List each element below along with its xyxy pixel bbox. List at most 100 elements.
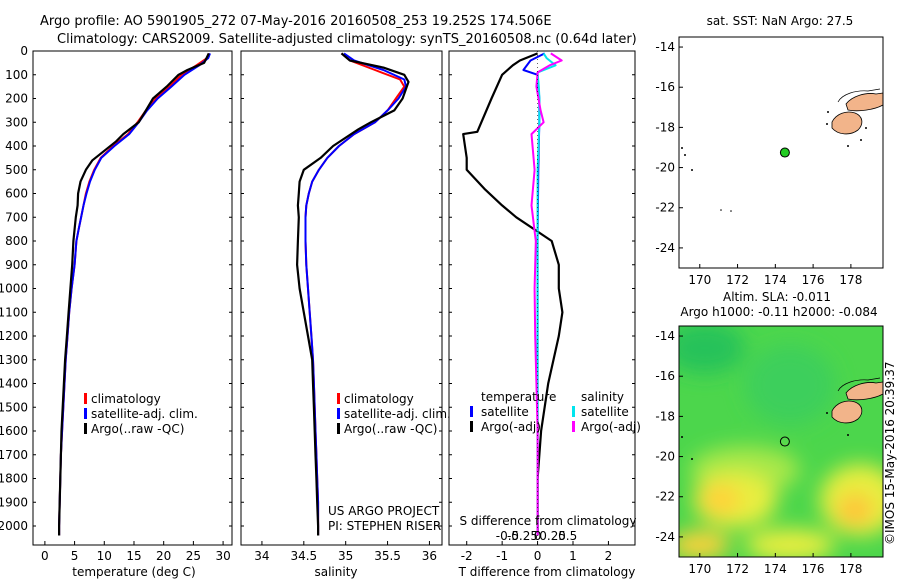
sla-blob [745,529,835,557]
x-tick-label: 35.5 [374,549,401,563]
map-y-tick-label: -14 [655,40,675,54]
temperature-x-label: temperature (deg C) [72,565,195,579]
series-line-argo-raw-qc- [57,52,210,536]
x-tick-label: 35 [338,549,353,563]
depth-tick-label: 1100 [0,305,28,319]
legend-swatch-satellite [337,408,340,419]
legend-label-t-argo: Argo(-adj) [481,420,541,434]
map-x-tick-label: 170 [688,562,711,576]
island-dot [681,147,683,149]
series-line-argo-adj- [462,52,564,536]
island-fiji-viti-levu [831,111,863,135]
island-dot [847,145,849,147]
series-line-argo-raw-qc- [296,52,410,536]
x-tick-label: 1 [569,549,577,563]
sla-map-frame [678,325,884,558]
island-dot [730,210,732,212]
salinity-panel-frame [240,50,443,546]
series-line-climatology [304,52,406,536]
legend-swatch-s-argo [572,421,575,432]
depth-tick-label: 400 [5,139,28,153]
depth-axis: 0 100 200 300 400 500 600 700 800 900 1000 1100 1200… [0,44,635,533]
map-x-tick-label: 170 [688,273,711,287]
series-line-satellite-adj-clim- [304,52,407,536]
island-dot [720,209,722,211]
sst-map-frame [678,36,884,269]
map-x-tick-label: 172 [726,562,749,576]
depth-tick-label: 500 [5,163,28,177]
legend-swatch-t-satellite [470,406,473,417]
legend-heading-salinity: salinity [581,390,624,404]
legend-swatch-argo [84,423,87,434]
temperature-profiles [57,52,211,536]
island-dot [691,169,693,171]
legend-label-climatology: climatology [344,392,414,406]
x-tick-label: 34 [254,549,269,563]
depth-tick-label: 900 [5,258,28,272]
sla-blob [679,326,745,374]
legend-swatch-argo [337,423,340,434]
map-y-tick-label: -16 [655,80,675,94]
salinity-x-label: salinity [314,565,357,579]
depth-tick-label: 1600 [0,424,28,438]
sla-blob [745,345,835,425]
depth-tick-label: 200 [5,92,28,106]
salinity-profiles [296,52,410,536]
map-x-tick-label: 172 [726,273,749,287]
imos-credit: ©IMOS 15-May-2016 20:39:37 [883,361,897,545]
s-tick-label: -0.25 [507,529,538,543]
temperature-legend: climatology satellite-adj. clim. Argo(..… [84,392,198,436]
sla-field [679,326,883,557]
island-dot [847,434,849,436]
depth-tick-label: 600 [5,187,28,201]
sla-blob [837,494,873,526]
x-tick-label: 0 [41,549,49,563]
map-y-tick-label: -18 [655,120,675,134]
map-y-tick-label: -16 [655,369,675,383]
legend-heading-temperature: temperature [481,390,556,404]
x-tick-label: 10 [97,549,112,563]
legend-label-s-satellite: satellite [581,405,629,419]
map-x-tick-label: 174 [764,273,787,287]
depth-tick-label: 1500 [0,400,28,414]
salinity-legend: climatology satellite-adj. clim. Argo(..… [328,392,451,533]
legend-label-t-satellite: satellite [481,405,529,419]
island-dot [684,154,686,156]
x-tick-label: 5 [71,549,79,563]
legend-swatch-satellite [84,408,87,419]
reef-outline [837,377,881,392]
s-tick-label: 0.25 [539,529,566,543]
s-tick-label: -0.5 [496,529,519,543]
island-fiji-vanua-levu [845,92,883,112]
map-x-tick-label: 176 [802,273,825,287]
island-fiji-vanua-levu [845,381,883,401]
sla-map-title-line1: Altim. SLA: -0.011 [723,290,831,304]
depth-tick-label: 1400 [0,377,28,391]
x-tick-label: 25 [186,549,201,563]
s-tick-label: 0 [534,529,542,543]
float-position-marker [779,436,790,447]
figure-title-line2: Climatology: CARS2009. Satellite-adjuste… [57,32,637,47]
sst-map-title: sat. SST: NaN Argo: 27.5 [707,14,854,28]
difference-x-axis: -2 -1 0 1 2 [461,541,612,563]
sla-blob [679,531,730,557]
depth-tick-label: 1700 [0,448,28,462]
legend-label-climatology: climatology [91,392,161,406]
sla-map: 170 172 174 176 178 -14 -16 -18 -20 -22 -24 [655,325,884,576]
difference-panel-frame [448,50,636,546]
legend-swatch-climatology [84,393,87,404]
map-y-tick-label: -24 [655,241,675,255]
map-y-tick-label: -22 [655,201,675,215]
project-label: US ARGO PROJECT [328,504,440,518]
series-line-satellite [536,52,557,536]
island-fiji-viti-levu [831,400,863,424]
legend-label-s-argo: Argo(-adj) [581,420,641,434]
map-x-tick-label: 174 [764,562,787,576]
legend-swatch-climatology [337,393,340,404]
x-tick-label: 15 [126,549,141,563]
island-dot [691,458,693,460]
x-tick-label: 20 [156,549,171,563]
salinity-x-axis: 34 34.5 35 35.5 36 [254,541,437,563]
difference-x-label: T difference from climatology [458,565,636,579]
x-tick-label: 30 [215,549,230,563]
